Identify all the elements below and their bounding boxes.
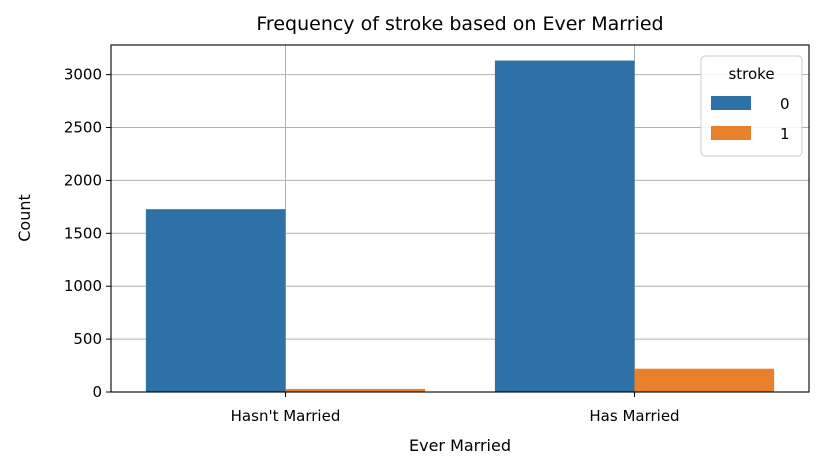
bars bbox=[145, 60, 775, 393]
plot-frame bbox=[110, 44, 810, 393]
bar-stroke-0 bbox=[494, 60, 635, 393]
x-tick-label: Has Married bbox=[589, 407, 679, 425]
legend-title: stroke bbox=[728, 65, 774, 83]
x-axis-label: Ever Married bbox=[409, 436, 511, 455]
y-tick-label: 1000 bbox=[64, 277, 102, 295]
y-tick-label: 500 bbox=[73, 330, 102, 348]
chart-title: Frequency of stroke based on Ever Marrie… bbox=[256, 13, 663, 35]
x-axis: Hasn't Married Has Married bbox=[231, 392, 680, 425]
y-tick-label: 0 bbox=[92, 383, 102, 401]
bar-stroke-1 bbox=[285, 388, 426, 392]
bar-stroke-0 bbox=[145, 209, 286, 392]
y-axis: 0 500 1000 1500 2000 2500 3000 bbox=[64, 66, 111, 401]
y-axis-label: Count bbox=[15, 194, 34, 242]
y-tick-label: 2500 bbox=[64, 119, 102, 137]
x-tick-label: Hasn't Married bbox=[231, 407, 341, 425]
y-tick-label: 1500 bbox=[64, 224, 102, 242]
legend-label: 0 bbox=[780, 95, 790, 113]
y-tick-label: 2000 bbox=[64, 171, 102, 189]
legend-swatch-0 bbox=[711, 96, 751, 110]
legend-swatch-1 bbox=[711, 126, 751, 140]
y-tick-label: 3000 bbox=[64, 66, 102, 84]
legend: stroke 0 1 bbox=[700, 55, 803, 157]
bar-stroke-1 bbox=[634, 368, 775, 392]
legend-label: 1 bbox=[780, 125, 790, 143]
